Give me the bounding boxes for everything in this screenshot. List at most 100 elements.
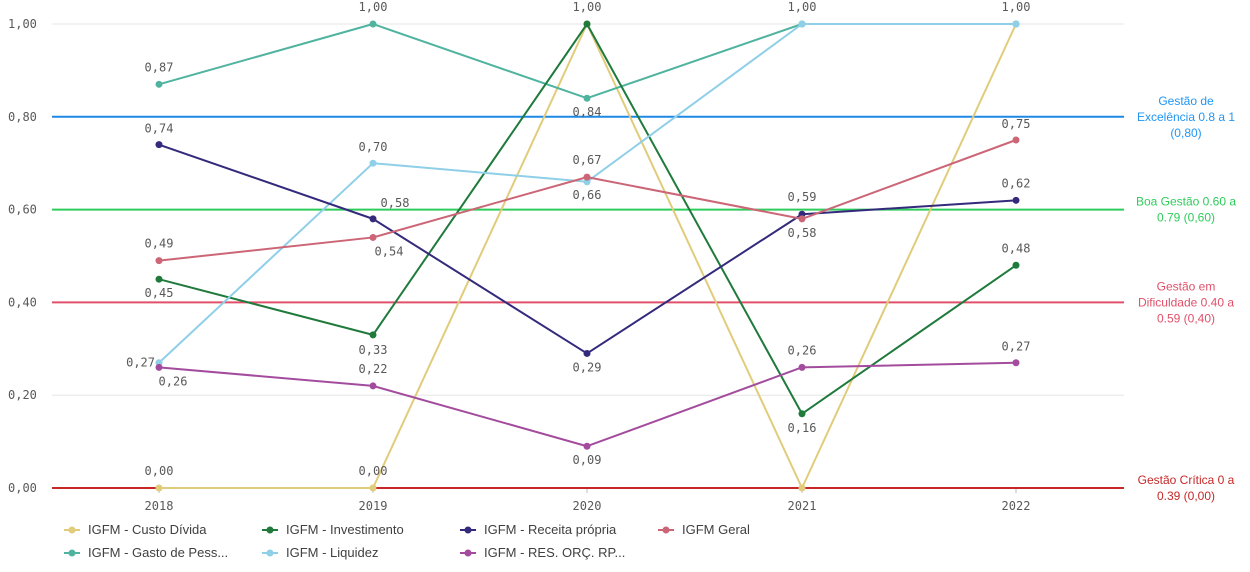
legend-item-igfm-liquidez[interactable]: IGFM - Liquidez <box>262 545 378 560</box>
reference-line-label: Boa Gestão 0.60 a <box>1136 195 1236 209</box>
legend-swatch-dot <box>68 549 76 557</box>
data-point[interactable] <box>155 275 163 283</box>
data-point[interactable] <box>798 363 806 371</box>
y-tick-label: 1,00 <box>8 17 37 31</box>
legend-swatch-dot <box>266 526 274 534</box>
x-tick-label: 2022 <box>1002 499 1031 513</box>
reference-line-label: Gestão em <box>1157 279 1216 293</box>
data-point[interactable] <box>369 331 377 339</box>
data-point[interactable] <box>798 410 806 418</box>
legend-label: IGFM - Liquidez <box>286 545 378 560</box>
data-point[interactable] <box>155 257 163 265</box>
data-point[interactable] <box>583 94 591 102</box>
data-label: 0,67 <box>573 153 602 167</box>
data-label: 0,48 <box>1002 241 1031 255</box>
data-label: 0,87 <box>145 60 174 74</box>
data-point[interactable] <box>369 215 377 223</box>
series-igfm-receita-propria <box>155 141 1020 357</box>
data-point[interactable] <box>369 233 377 241</box>
y-axis: 0,00 0,20 0,40 0,60 0,80 1,00 <box>8 17 37 495</box>
grid <box>52 23 1124 489</box>
data-point[interactable] <box>369 20 377 28</box>
data-label: 0,09 <box>573 453 602 467</box>
series-line <box>159 23 1017 489</box>
legend[interactable]: IGFM - Custo Dívida IGFM - Investimento IG… <box>64 522 750 560</box>
legend-item-igfm-res-orc-rp[interactable]: IGFM - RES. ORÇ. RP... <box>460 545 625 560</box>
series <box>155 20 1020 492</box>
data-label: 0,54 <box>375 244 404 258</box>
data-label: 0,29 <box>573 360 602 374</box>
reference-line-label: 0.39 (0,00) <box>1157 489 1215 503</box>
data-label: 0,45 <box>145 286 174 300</box>
legend-item-igfm-investimento[interactable]: IGFM - Investimento <box>262 522 404 537</box>
data-label: 0,27 <box>126 356 155 370</box>
data-point[interactable] <box>583 173 591 181</box>
legend-swatch-dot <box>464 549 472 557</box>
legend-swatch-dot <box>662 526 670 534</box>
legend-item-igfm-gasto-de-pess[interactable]: IGFM - Gasto de Pess... <box>64 545 228 560</box>
data-point[interactable] <box>798 20 806 28</box>
data-point[interactable] <box>155 80 163 88</box>
data-label: 0,49 <box>145 237 174 251</box>
data-point[interactable] <box>1012 359 1020 367</box>
series-igfm-res-orc-rp <box>155 359 1020 450</box>
data-label: 0,26 <box>788 343 817 357</box>
series-igfm-geral <box>155 136 1020 265</box>
legend-label: IGFM - Investimento <box>286 522 404 537</box>
series-igfm-custo-divida <box>155 20 1020 492</box>
data-point[interactable] <box>798 484 806 492</box>
data-point[interactable] <box>155 141 163 149</box>
data-point[interactable] <box>369 382 377 390</box>
series-igfm-investimento <box>155 20 1020 418</box>
data-point[interactable] <box>1012 136 1020 144</box>
reference-line-label: Gestão Crítica 0 a <box>1138 473 1235 487</box>
y-tick-label: 0,40 <box>8 295 37 309</box>
data-point[interactable] <box>155 484 163 492</box>
data-point[interactable] <box>583 442 591 450</box>
data-label: 0,00 <box>145 464 174 478</box>
data-point[interactable] <box>1012 20 1020 28</box>
legend-swatch-dot <box>266 549 274 557</box>
data-point[interactable] <box>583 349 591 357</box>
data-point[interactable] <box>369 159 377 167</box>
y-tick-label: 0,60 <box>8 203 37 217</box>
data-label: 1,00 <box>788 0 817 14</box>
data-point[interactable] <box>1012 261 1020 269</box>
data-label: 0,59 <box>788 190 817 204</box>
legend-item-igfm-receita-propria[interactable]: IGFM - Receita própria <box>460 522 617 537</box>
x-axis: 2018 2019 2020 2021 2022 <box>145 488 1031 513</box>
data-point[interactable] <box>583 20 591 28</box>
y-tick-label: 0,80 <box>8 110 37 124</box>
data-point[interactable] <box>1012 196 1020 204</box>
data-label: 0,62 <box>1002 176 1031 190</box>
data-label: 0,58 <box>788 226 817 240</box>
y-tick-label: 0,20 <box>8 388 37 402</box>
y-tick-label: 0,00 <box>8 481 37 495</box>
legend-swatch-dot <box>68 526 76 534</box>
data-label: 1,00 <box>1002 0 1031 14</box>
data-labels: 0,00 0,00 1,00 1,00 0,87 1,00 0,84 1,00 0,45 0,33… <box>126 0 1030 478</box>
reference-line-label: Gestão de <box>1158 94 1214 108</box>
reference-line-label: 0.79 (0,60) <box>1157 211 1215 225</box>
data-point[interactable] <box>798 215 806 223</box>
legend-item-igfm-geral[interactable]: IGFM Geral <box>658 522 750 537</box>
data-label: 0,66 <box>573 188 602 202</box>
data-label: 0,58 <box>381 196 410 210</box>
legend-swatch-dot <box>464 526 472 534</box>
x-tick-label: 2021 <box>788 499 817 513</box>
data-point[interactable] <box>369 484 377 492</box>
series-igfm-liquidez <box>155 20 1020 367</box>
x-tick-label: 2019 <box>359 499 388 513</box>
data-label: 0,33 <box>359 343 388 357</box>
reference-lines: Gestão de Excelência 0.8 a 1 (0,80) Boa Ges… <box>52 94 1236 503</box>
data-point[interactable] <box>155 363 163 371</box>
reference-line-label: Dificuldade 0.40 a <box>1138 295 1234 309</box>
data-label: 0,27 <box>1002 340 1031 354</box>
legend-item-igfm-custo-divida[interactable]: IGFM - Custo Dívida <box>64 522 207 537</box>
data-label: 0,16 <box>788 421 817 435</box>
x-tick-label: 2020 <box>573 499 602 513</box>
reference-line-label: Excelência 0.8 a 1 <box>1137 110 1235 124</box>
legend-label: IGFM - Custo Dívida <box>88 522 207 537</box>
data-label: 0,00 <box>359 464 388 478</box>
